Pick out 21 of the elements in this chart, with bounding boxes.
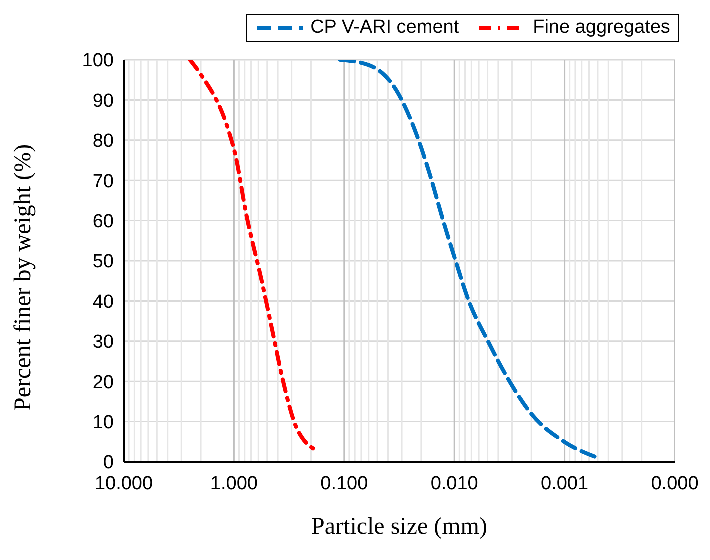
legend-label: CP V-ARI cement bbox=[310, 17, 460, 39]
x-tick-label: 0.000 bbox=[651, 473, 699, 494]
x-tick-label: 0.010 bbox=[430, 473, 478, 494]
x-tick-label: 10.000 bbox=[94, 473, 154, 494]
y-axis-title: Percent finer by weight (%) bbox=[10, 144, 37, 411]
y-tick-label: 90 bbox=[92, 90, 114, 112]
x-tick-label: 1.000 bbox=[210, 473, 258, 494]
y-tick-label: 50 bbox=[92, 252, 114, 273]
y-tick-label: 70 bbox=[92, 171, 114, 192]
x-tick-label: 0.100 bbox=[320, 473, 368, 494]
y-tick-label: 40 bbox=[92, 292, 114, 313]
y-tick-label: 20 bbox=[92, 372, 114, 394]
x-axis-title: Particle size (mm) bbox=[312, 514, 488, 540]
y-tick-label: 100 bbox=[82, 50, 114, 72]
legend-label: Fine aggregates bbox=[533, 17, 670, 39]
y-tick-label: 60 bbox=[92, 212, 114, 233]
x-tick-label: 0.001 bbox=[541, 473, 589, 494]
y-tick-label: 80 bbox=[92, 131, 114, 152]
y-tick-label: 10 bbox=[92, 412, 114, 434]
y-tick-label: 30 bbox=[92, 332, 114, 354]
y-tick-label: 0 bbox=[103, 452, 114, 474]
